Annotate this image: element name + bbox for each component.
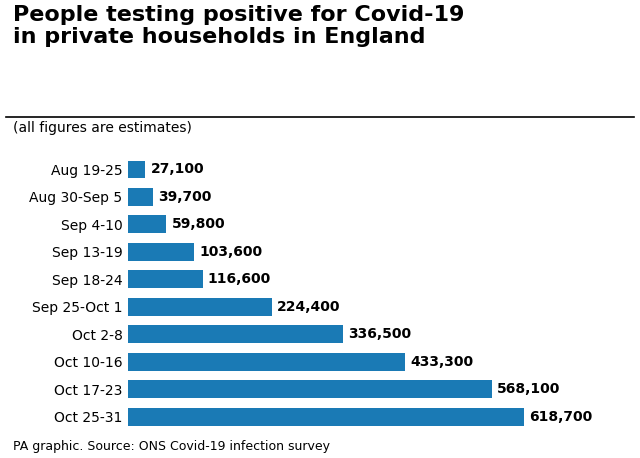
Bar xyxy=(128,216,166,234)
Bar xyxy=(128,325,344,344)
Bar xyxy=(128,243,195,261)
Text: 224,400: 224,400 xyxy=(276,300,340,314)
Text: (all figures are estimates): (all figures are estimates) xyxy=(13,121,191,136)
Text: 336,500: 336,500 xyxy=(349,327,412,341)
Text: 103,600: 103,600 xyxy=(200,245,262,259)
Bar xyxy=(128,380,492,398)
Bar xyxy=(128,298,271,316)
Text: 59,800: 59,800 xyxy=(172,218,225,231)
Bar xyxy=(128,188,154,206)
Text: 433,300: 433,300 xyxy=(410,355,474,369)
Bar xyxy=(128,270,203,289)
Bar xyxy=(128,408,524,426)
Text: 618,700: 618,700 xyxy=(529,410,593,424)
Text: 27,100: 27,100 xyxy=(150,163,204,176)
Text: People testing positive for Covid-19
in private households in England: People testing positive for Covid-19 in … xyxy=(13,5,464,47)
Bar xyxy=(128,161,145,179)
Text: 39,700: 39,700 xyxy=(159,190,212,204)
Bar xyxy=(128,353,405,371)
Text: 116,600: 116,600 xyxy=(208,273,271,286)
Text: 568,100: 568,100 xyxy=(497,382,560,396)
Text: PA graphic. Source: ONS Covid-19 infection survey: PA graphic. Source: ONS Covid-19 infecti… xyxy=(13,441,330,453)
